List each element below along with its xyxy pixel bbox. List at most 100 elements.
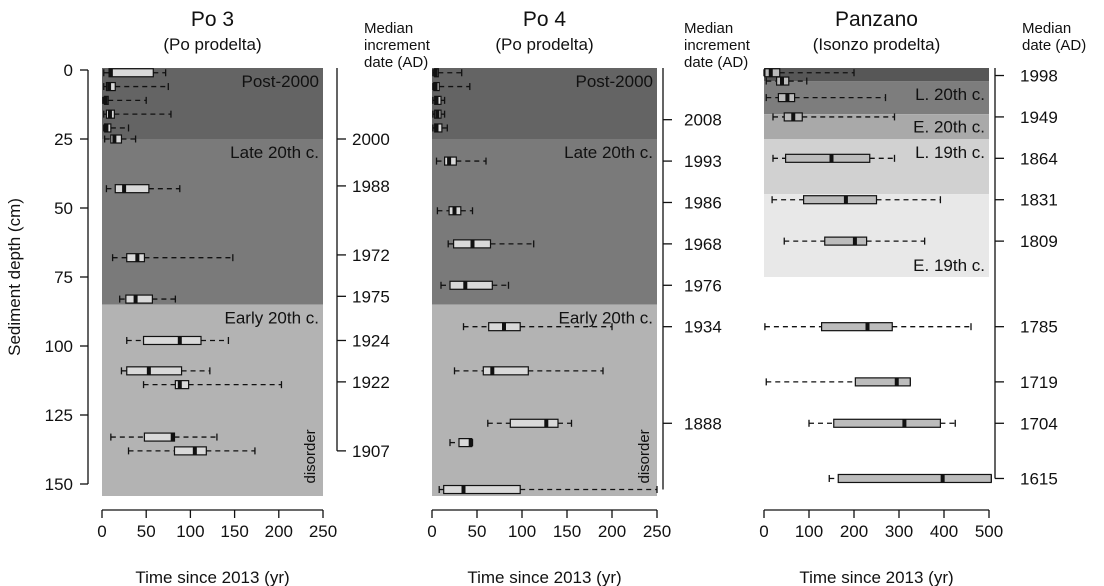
box-plot [763,68,855,78]
box-median [902,419,907,428]
box-iqr [449,280,493,290]
zone-band [432,68,657,139]
box-plot [103,81,169,92]
y-tick-label: 100 [45,337,73,356]
date-axis-title: increment [364,37,431,54]
zone-band [432,139,657,305]
median-date-label: 1975 [352,287,390,306]
x-tick-label: 100 [176,522,204,541]
box-plot [127,446,256,456]
box-iqr [820,322,893,332]
box-median [170,433,175,442]
x-tick-label: 50 [137,522,156,541]
box-median [452,206,457,215]
box-iqr [482,366,529,376]
x-axis: 0 50 100 150 200 250 Time since 2013 (yr) [427,509,671,586]
box-median [768,68,773,77]
box-median [785,93,790,102]
median-date-axis: 2008 1993 1986 1968 1976 1934 1888 [662,68,722,490]
box-plot [105,184,181,194]
box-plot [764,322,972,332]
panel-title: Po 3 [191,8,234,31]
box-median [780,77,784,86]
box-plot [440,280,510,290]
zone-label: L. 20th c. [915,85,985,104]
panel-2: Post-2000 Late 20th c. Early 20th c. 2008 19… [427,8,750,586]
median-date-label: 1888 [684,414,722,433]
x-tick-label: 0 [97,522,106,541]
zone-label: Early 20th c. [225,309,320,328]
panel-title: Po 4 [523,8,567,31]
zone-label: L. 19th c. [915,143,985,162]
side-note: disorder [302,429,319,483]
box-iqr [143,432,176,442]
zone-band [432,304,657,496]
median-date-label: 1704 [1020,414,1058,433]
x-tick-label: 50 [468,522,487,541]
box-median [447,157,452,166]
box-plot [142,380,283,390]
box-median [435,110,440,119]
box-plot [449,438,474,448]
box-median [177,380,182,389]
x-axis: 0 50 100 150 200 250 Time since 2013 (yr) [97,509,337,586]
median-date-label: 1864 [1020,149,1058,168]
box-plot [438,484,658,495]
median-date-label: 2008 [684,111,722,130]
box-median [135,253,140,262]
box-median [107,82,112,91]
box-median [133,295,138,304]
box-median [463,281,468,290]
x-axis: 0 100 200 300 400 500 Time since 2013 (yr) [759,509,1003,586]
box-median [852,237,857,246]
median-date-label: 2000 [352,130,390,149]
box-plot [104,134,137,144]
box-median [490,366,495,375]
box-plot [772,112,896,122]
box-plot [453,366,604,376]
box-plot [111,253,234,263]
median-date-label: 1615 [1020,469,1058,488]
date-axis-title: date (AD) [364,54,428,71]
box-plot [772,153,896,163]
box-median [468,438,473,447]
panel-subtitle: (Po prodelta) [163,35,261,54]
x-tick-label: 200 [265,522,293,541]
x-axis-label: Time since 2013 (yr) [135,568,289,586]
box-iqr [126,366,183,376]
date-axis-title: increment [684,37,751,54]
box-plot [436,206,474,216]
y-tick-label: 75 [54,268,73,287]
x-tick-label: 300 [885,522,913,541]
box-plot [120,366,211,376]
box-plot [103,123,130,133]
panel-subtitle: (Isonzo prodelta) [813,35,941,54]
median-date-label: 1809 [1020,232,1058,251]
zone-band [102,304,323,496]
box-iqr [114,184,150,194]
box-median [103,96,108,105]
box-plot [435,156,487,166]
box-plot [119,294,177,304]
date-axis-title: date (AD) [1022,37,1086,54]
x-tick-label: 150 [553,522,581,541]
median-date-label: 1924 [352,331,390,350]
box-median [192,446,197,455]
box-iqr [173,446,207,456]
box-median [894,377,899,386]
median-date-label: 1785 [1020,318,1058,337]
box-median [108,68,113,77]
box-iqr [802,195,878,205]
x-tick-label: 150 [220,522,248,541]
zone-band [764,139,989,195]
box-plot [103,68,167,78]
median-date-label: 1998 [1020,67,1058,86]
y-tick-label: 25 [54,130,73,149]
box-plot [808,418,956,428]
zone-label: Post-2000 [576,72,654,91]
box-plot [828,473,992,484]
box-plot [432,68,463,78]
panel-subtitle: (Po prodelta) [495,35,593,54]
side-note: disorder [636,429,653,483]
